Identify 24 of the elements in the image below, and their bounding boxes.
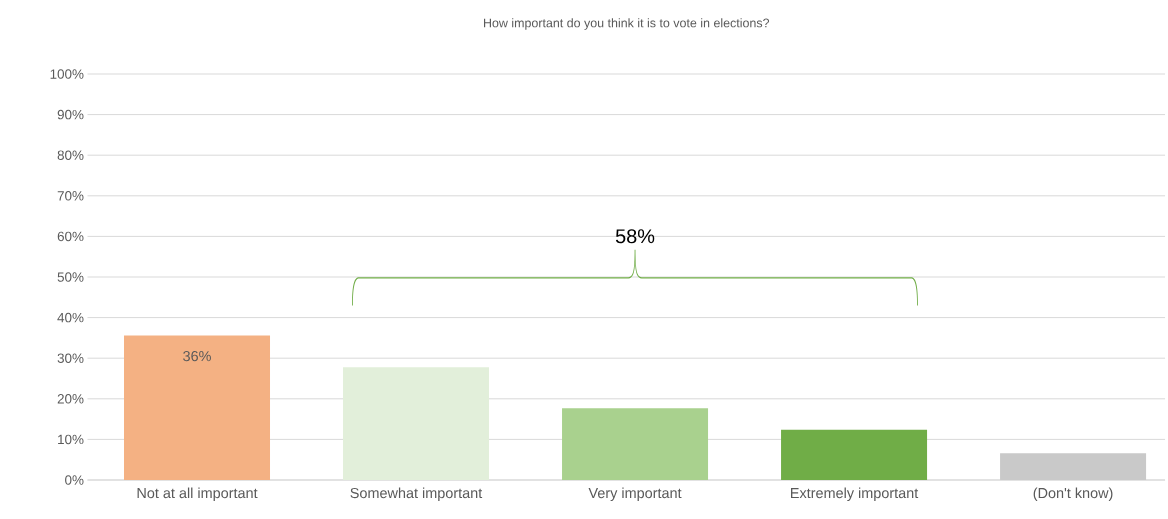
annotation: 58% xyxy=(615,229,655,244)
bar xyxy=(1000,453,1147,480)
y-tick-label: 60% xyxy=(57,231,84,242)
x-tick-label: Not at all important xyxy=(137,487,258,501)
y-tick-label: 40% xyxy=(57,312,84,323)
bar xyxy=(562,408,709,480)
bar xyxy=(781,429,928,480)
bar xyxy=(124,335,271,480)
data-label: 36% xyxy=(183,350,211,362)
x-tick-label: (Don't know) xyxy=(1033,487,1113,501)
y-tick-label: 90% xyxy=(57,109,84,120)
chart-title: How important do you think it is to vote in elections? xyxy=(484,18,770,30)
y-tick-label: 30% xyxy=(57,353,84,363)
x-tick-label: Somewhat important xyxy=(350,487,483,501)
y-tick-label: 0% xyxy=(65,475,84,485)
y-tick-label: 50% xyxy=(57,272,84,282)
y-tick-label: 80% xyxy=(57,150,84,160)
bar xyxy=(343,367,490,480)
y-tick-label: 10% xyxy=(58,434,84,445)
x-tick-label: Very important xyxy=(588,487,682,501)
y-tick-label: 100% xyxy=(50,69,84,79)
y-tick-label: 70% xyxy=(57,191,84,201)
x-tick-label: Extremely important xyxy=(791,487,919,501)
y-tick-label: 20% xyxy=(57,394,84,404)
